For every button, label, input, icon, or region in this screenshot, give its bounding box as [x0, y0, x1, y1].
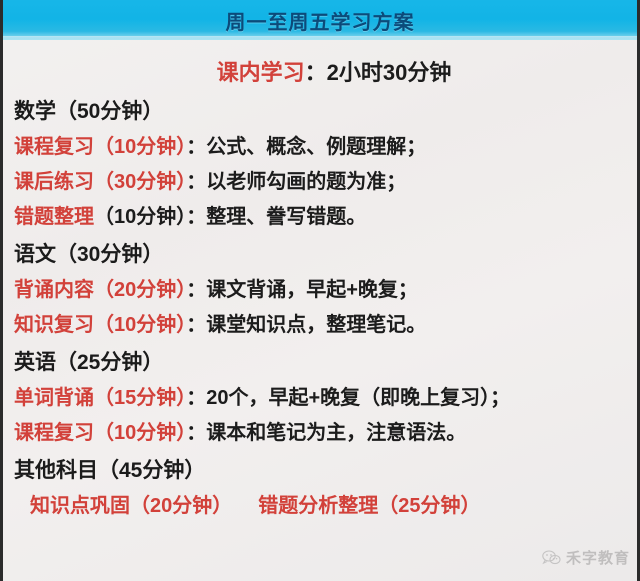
detail-body: ：课文背诵，早起+晚复； [186, 279, 418, 301]
frame-edge-left [0, 0, 3, 581]
detail-math-review: 课程复习（10分钟）：公式、概念、例题理解； [14, 137, 640, 157]
detail-body: ：20个，早起+晚复（即晚上复习）； [186, 387, 511, 409]
subject-heading-other: 其他科目（45分钟） [14, 459, 206, 482]
detail-chinese-recitation: 背诵内容（20分钟）：课文背诵，早起+晚复； [14, 280, 640, 300]
page-title: 周一至周五学习方案 [225, 11, 415, 34]
watermark-text: 禾字教育 [565, 550, 630, 567]
detail-label: 知识复习（10分钟） [14, 314, 187, 336]
wechat-icon [542, 549, 561, 566]
total-study-time-value: ：2小时30分钟 [304, 60, 452, 85]
detail-math-practice: 课后练习（30分钟）：以老师勾画的题为准； [14, 172, 640, 192]
detail-label: 课程复习（10分钟） [14, 422, 187, 444]
detail-label: 错题整理 [14, 206, 94, 228]
detail-label: 课后练习（30分钟） [14, 171, 187, 193]
detail-body: ：课堂知识点，整理笔记。 [186, 314, 427, 336]
detail-english-vocabulary: 单词背诵（15分钟）：20个，早起+晚复（即晚上复习）； [14, 388, 640, 408]
detail-math-error-notes: 错题整理（10分钟）：整理、誊写错题。 [14, 207, 640, 227]
frame-edge-right [637, 0, 640, 581]
other-subject-tasks: 知识点巩固（20分钟） 错题分析整理（25分钟） [30, 496, 640, 516]
subject-heading-english: 英语（25分钟） [14, 351, 164, 374]
detail-body: （10分钟）：整理、誊写错题。 [94, 206, 367, 228]
detail-body: ：以老师勾画的题为准； [186, 171, 407, 193]
task-knowledge-consolidation: 知识点巩固（20分钟） [30, 495, 233, 517]
detail-chinese-knowledge-review: 知识复习（10分钟）：课堂知识点，整理笔记。 [14, 315, 640, 335]
total-study-time-label: 课内学习 [216, 60, 305, 85]
subject-heading-chinese: 语文（30分钟） [14, 243, 164, 266]
plan-content: 课内学习：2小时30分钟 数学（50分钟） 课程复习（10分钟）：公式、概念、例… [0, 40, 640, 517]
detail-label: 背诵内容（20分钟） [14, 279, 187, 301]
task-error-analysis: 错题分析整理（25分钟） [258, 495, 481, 517]
total-study-time-line: 课内学习：2小时30分钟 [0, 62, 640, 84]
detail-label: 课程复习（10分钟） [14, 136, 187, 158]
detail-body: ：公式、概念、例题理解； [186, 136, 427, 158]
detail-label: 单词背诵（15分钟） [14, 387, 187, 409]
title-bar: 周一至周五学习方案 [0, 0, 640, 40]
detail-body: ：课本和笔记为主，注意语法。 [186, 422, 467, 444]
detail-english-course-review: 课程复习（10分钟）：课本和笔记为主，注意语法。 [14, 423, 640, 443]
watermark: 禾字教育 [542, 547, 630, 568]
subject-heading-math: 数学（50分钟） [14, 100, 164, 123]
